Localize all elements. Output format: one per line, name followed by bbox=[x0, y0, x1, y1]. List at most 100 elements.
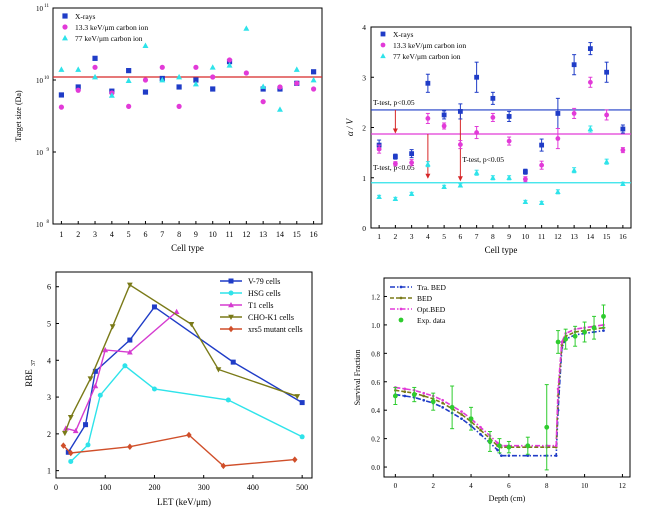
data-point bbox=[126, 68, 132, 74]
data-point bbox=[422, 398, 426, 402]
x-tick-label: 200 bbox=[148, 483, 160, 492]
data-point bbox=[75, 84, 81, 90]
data-point bbox=[392, 161, 398, 167]
data-point bbox=[555, 111, 561, 116]
data-point bbox=[582, 329, 587, 335]
x-tick-label: 300 bbox=[198, 483, 210, 492]
data-point bbox=[65, 449, 71, 455]
x-tick-label: 1 bbox=[59, 230, 63, 239]
data-point bbox=[58, 104, 65, 110]
data-point bbox=[490, 115, 496, 120]
data-point bbox=[108, 92, 115, 98]
series-line bbox=[65, 311, 178, 432]
data-point bbox=[563, 336, 569, 342]
x-tick-label: 6 bbox=[143, 230, 147, 239]
data-point bbox=[555, 188, 561, 194]
x-tick-label: 2 bbox=[394, 232, 398, 241]
data-point bbox=[487, 439, 493, 444]
legend-marker bbox=[228, 302, 234, 308]
data-point bbox=[602, 329, 605, 332]
data-point bbox=[473, 169, 480, 175]
data-point bbox=[126, 103, 132, 109]
data-point bbox=[422, 394, 426, 398]
data-point bbox=[460, 417, 463, 421]
x-tick-label: 6 bbox=[459, 232, 463, 241]
x-tick-label: 2 bbox=[431, 482, 435, 490]
x-tick-label: 15 bbox=[293, 230, 301, 239]
x-tick-label: 5 bbox=[127, 230, 131, 239]
data-point bbox=[522, 176, 528, 182]
data-point bbox=[277, 84, 283, 90]
data-point bbox=[468, 416, 474, 422]
legend-label: V-79 cells bbox=[248, 277, 280, 286]
data-point bbox=[260, 86, 266, 92]
x-tick-label: 9 bbox=[194, 230, 198, 239]
legend-label: BED bbox=[417, 294, 433, 303]
data-point bbox=[479, 428, 482, 432]
series-line bbox=[62, 434, 295, 467]
data-point bbox=[68, 449, 74, 457]
x-tick-label: 11 bbox=[538, 232, 545, 241]
x-tick-label: 13 bbox=[570, 232, 578, 241]
data-point bbox=[186, 431, 192, 439]
data-point bbox=[560, 340, 564, 344]
legend-label: 77 keV/μm carbon ion bbox=[393, 52, 461, 61]
data-point bbox=[102, 346, 109, 353]
data-point bbox=[192, 80, 199, 87]
y-tick-label: 1 bbox=[47, 467, 51, 476]
x-axis-label: Depth (cm) bbox=[489, 494, 526, 503]
x-tick-label: 5 bbox=[442, 232, 446, 241]
data-point bbox=[554, 454, 558, 457]
data-point bbox=[85, 442, 91, 448]
legend-marker bbox=[62, 13, 68, 19]
legend-marker bbox=[399, 296, 403, 300]
data-point bbox=[556, 387, 560, 391]
data-point bbox=[603, 158, 610, 164]
data-point bbox=[92, 55, 98, 61]
annotation-text: T-test, p<0.05 bbox=[373, 98, 415, 107]
data-point bbox=[176, 73, 183, 80]
y-axis-label: Target size (Da) bbox=[14, 90, 23, 142]
arrow-head bbox=[457, 176, 463, 182]
data-point bbox=[299, 434, 305, 440]
data-point bbox=[587, 126, 594, 132]
y-tick-label: 1.2 bbox=[371, 293, 380, 301]
y-tick-exponent: 11 bbox=[44, 4, 49, 9]
data-point bbox=[479, 425, 482, 429]
data-point bbox=[151, 386, 157, 392]
y-tick-label: 10 bbox=[36, 77, 44, 85]
x-tick-label: 12 bbox=[242, 230, 250, 239]
legend-label: X-rays bbox=[75, 12, 95, 21]
data-point bbox=[97, 392, 103, 398]
x-tick-label: 16 bbox=[619, 232, 627, 241]
legend-marker bbox=[62, 24, 68, 30]
x-tick-label: 400 bbox=[247, 483, 259, 492]
y-tick-label: 2 bbox=[362, 124, 366, 133]
data-point bbox=[226, 57, 233, 63]
y-tick-label: 0.0 bbox=[371, 464, 380, 472]
data-point bbox=[457, 142, 463, 147]
data-point bbox=[243, 25, 250, 31]
data-point bbox=[127, 337, 133, 343]
data-point bbox=[555, 339, 561, 345]
data-point bbox=[310, 86, 317, 92]
data-point bbox=[474, 74, 480, 80]
x-tick-label: 100 bbox=[99, 483, 111, 492]
data-point bbox=[310, 69, 317, 75]
y-tick-label: 10 bbox=[36, 5, 44, 13]
data-point bbox=[506, 114, 512, 119]
series-line bbox=[64, 283, 298, 434]
x-tick-label: 10 bbox=[209, 230, 217, 239]
data-point bbox=[497, 443, 502, 449]
data-point bbox=[225, 397, 231, 403]
data-point bbox=[122, 363, 128, 369]
x-axis-label: Cell type bbox=[485, 245, 518, 255]
x-tick-label: 7 bbox=[160, 230, 164, 239]
y-tick-label: 4 bbox=[362, 23, 366, 32]
data-point bbox=[151, 304, 157, 310]
data-point bbox=[61, 430, 68, 437]
data-point bbox=[176, 84, 182, 90]
data-point bbox=[310, 76, 317, 83]
